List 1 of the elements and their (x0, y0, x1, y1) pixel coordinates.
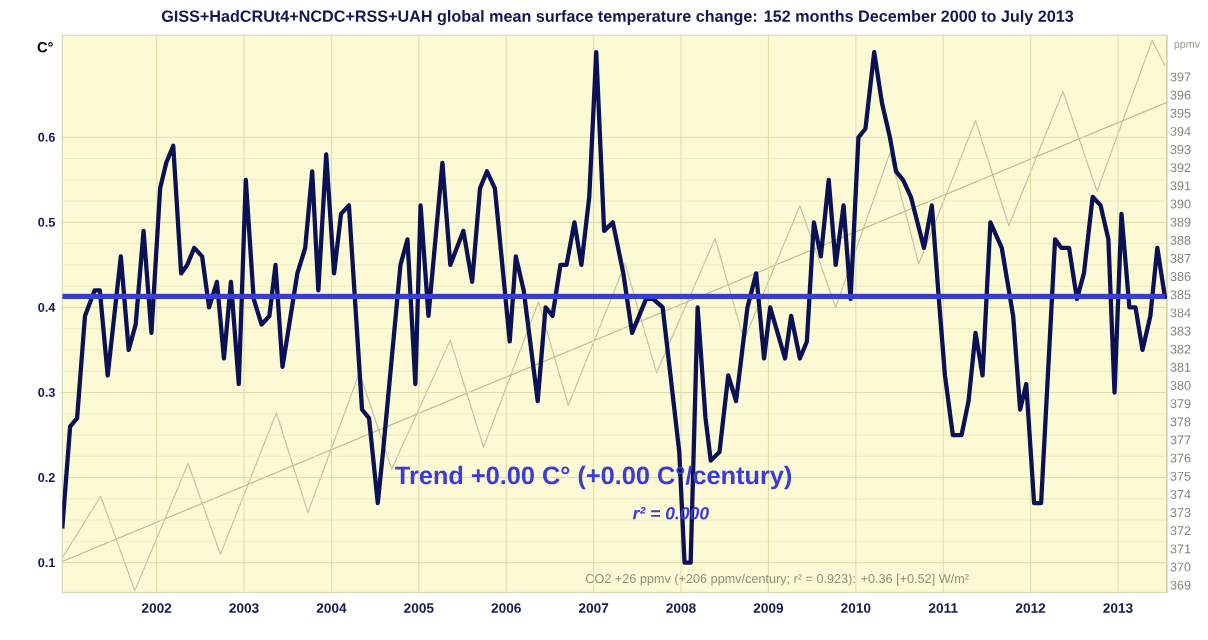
chart-title: GISS+HadCRUt4+NCDC+RSS+UAH global mean surface temperature change: 152 months December 2000 to July 2013 (161, 10, 1074, 26)
